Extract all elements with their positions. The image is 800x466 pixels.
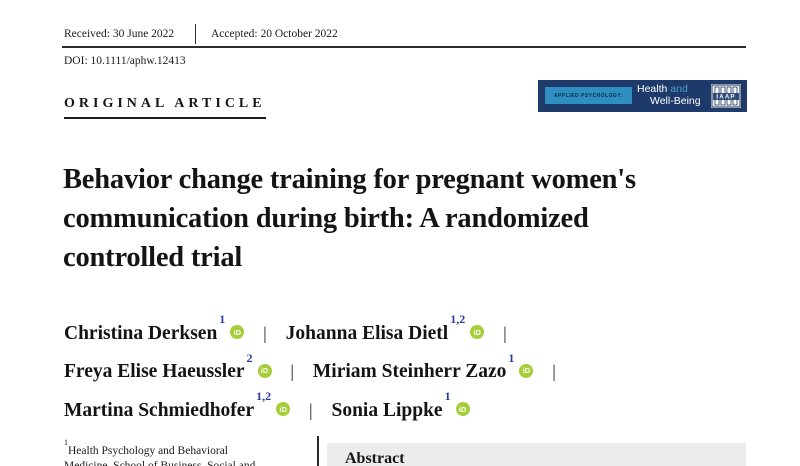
author-row: Martina Schmiedhofer1,2 iD | Sonia Lippke… [64,388,570,427]
author: Christina Derksen1 iD [64,312,245,344]
orcid-icon[interactable]: iD [230,325,245,339]
orcid-icon[interactable]: iD [455,402,470,416]
doi: DOI: 10.1111/aphw.12413 [64,55,186,67]
affiliation-text-line2: Medicine, School of Business, Social and [64,459,256,466]
author-list: Christina Derksen1iD | Johanna Elisa Die… [64,311,570,427]
author-affiliation-sup: 2 [246,350,253,365]
journal-title: Health and Well-Being [637,83,719,107]
affiliation-sup: 1 [64,438,68,447]
iaap-logo-icon: IAAP [711,84,741,108]
received-date: Received: 30 June 2022 [64,28,175,40]
title-line: Behavior change training for pregnant wo… [63,164,636,195]
author-separator: | [503,322,507,343]
author-row: Christina Derksen1 iD | Johanna Elisa Die… [64,311,570,350]
affiliation-text-line1: Health Psychology and Behavioral [68,444,229,457]
author: Miriam Steinherr Zazo1 iD [312,351,534,382]
header-rule [62,46,746,48]
accepted-date: Accepted: 20 October 2022 [211,28,338,40]
author-separator: | [263,322,267,343]
meta-divider [195,24,196,44]
orcid-icon[interactable]: iD [470,325,485,339]
orcid-icon[interactable]: iD [276,402,291,416]
author-separator: | [290,361,295,381]
author-name: Sonia Lippke [331,399,443,421]
abstract-section: Abstract [327,443,746,466]
article-title: Behavior change training for pregnant wo… [63,160,636,277]
journal-title-health: Health [637,83,668,95]
author-separator: | [552,361,556,381]
author: Martina Schmiedhofer1,2 iD [64,389,291,421]
author-affiliation-sup: 1,2 [256,389,272,403]
author: Freya Elise Haeussler2 iD [64,351,272,382]
author-affiliation-sup: 1,2 [450,312,466,326]
author-separator: | [308,399,313,420]
author-name: Christina Derksen [64,322,218,344]
author-name: Freya Elise Haeussler [64,361,245,382]
author-affiliation-sup: 1 [219,312,226,326]
orcid-icon[interactable]: iD [257,363,272,378]
author: Johanna Elisa Dietl1,2 iD [285,312,485,344]
affiliation-footnote: 1Health Psychology and Behavioral Medici… [64,438,304,466]
orcid-icon[interactable]: iD [519,363,534,378]
abstract-heading: Abstract [345,450,405,466]
title-line: controlled trial [63,242,243,273]
author-name: Martina Schmiedhofer [64,399,255,421]
author-affiliation-sup: 1 [444,389,451,403]
article-type-label: ORIGINAL ARTICLE [64,96,266,119]
journal-title-wellbeing: Well-Being [650,95,701,107]
footer-divider [317,436,319,466]
author-row: Freya Elise Haeussler2 iD | Miriam Steinh… [64,350,570,389]
author: Sonia Lippke1 iD [331,389,470,421]
title-line: communication during birth: A randomized [63,203,589,234]
author-name: Miriam Steinherr Zazo [312,361,507,382]
svg-text:IAAP: IAAP [716,95,735,101]
journal-series-label: APPLIED PSYCHOLOGY: [545,87,632,104]
author-name: Johanna Elisa Dietl [285,322,449,344]
author-affiliation-sup: 1 [508,350,515,365]
journal-title-and: and [670,83,688,95]
journal-logo: APPLIED PSYCHOLOGY: Health and Well-Bein… [538,80,747,112]
